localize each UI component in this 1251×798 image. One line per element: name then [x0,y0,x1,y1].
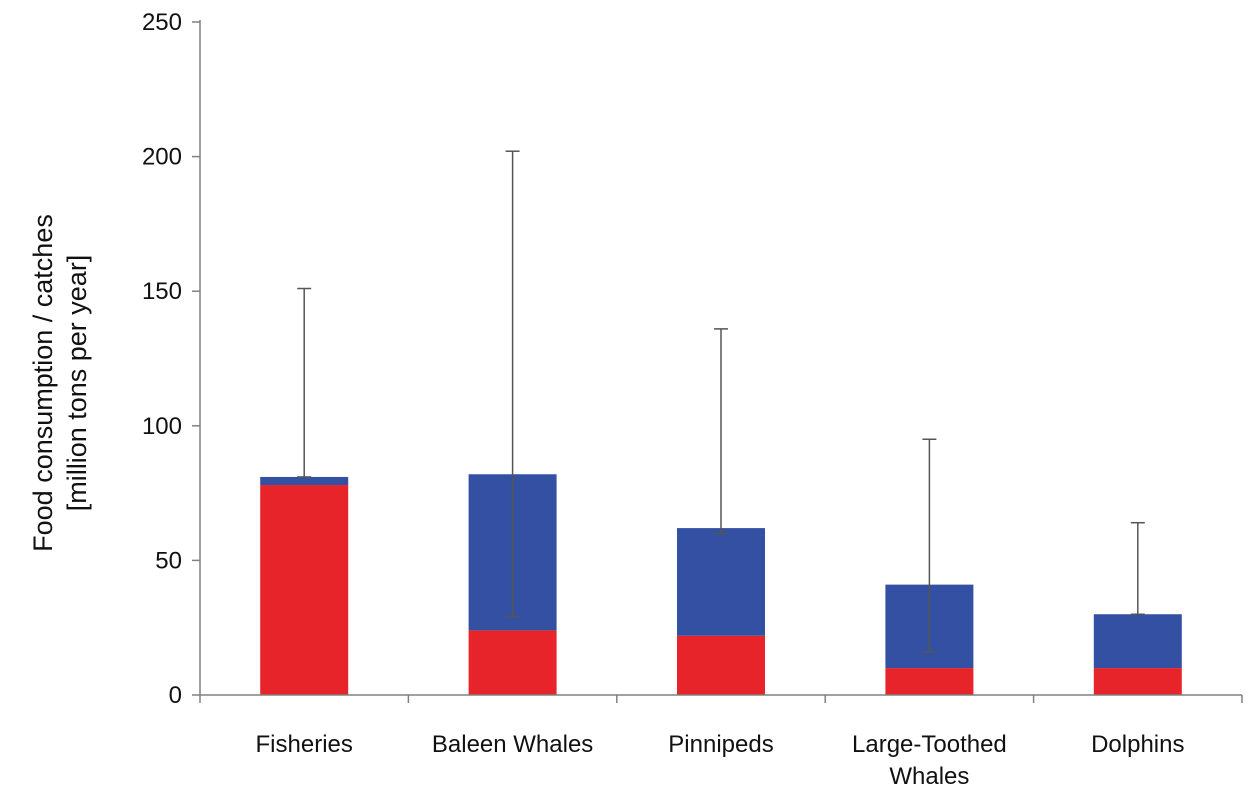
error-bars-layer [297,150,1145,653]
bar-segment-lower-0 [260,485,349,695]
error-bar-0 [297,287,312,478]
x-tick-label-0: Fisheries [256,731,353,758]
bar-segment-upper-2 [677,528,765,636]
x-tick-label-3: Large-Toothed Whales [852,731,1007,790]
error-bar-2 [714,328,728,535]
bar-segment-lower-3 [885,668,974,695]
error-bar-1 [505,150,520,618]
labels-layer: 0 50 100 150 200 250 Fisheries Baleen Whales Pin… [28,9,1184,790]
x-tick-label-4: Dolphins [1091,731,1184,758]
y-tick-label-5: 250 [142,9,182,36]
x-tick-label-1: Baleen Whales [432,731,593,758]
bars-layer [260,474,1182,695]
y-tick-label-1: 50 [155,547,182,574]
error-bar-3 [922,438,937,653]
bar-segment-lower-4 [1093,668,1182,695]
y-tick-label-2: 100 [142,413,182,440]
y-tick-label-4: 200 [142,144,182,171]
y-axis-title: Food consumption / catches [million tons … [28,214,92,552]
y-tick-label-0: 0 [169,682,182,709]
bar-segment-upper-4 [1093,614,1182,669]
bar-segment-lower-1 [468,630,557,695]
axes-layer [192,20,1243,703]
y-tick-label-3: 150 [142,278,182,305]
error-bar-4 [1130,521,1145,615]
x-tick-label-2: Pinnipeds [668,731,773,758]
bar-segment-upper-0 [260,476,349,486]
bar-segment-lower-2 [677,635,765,695]
